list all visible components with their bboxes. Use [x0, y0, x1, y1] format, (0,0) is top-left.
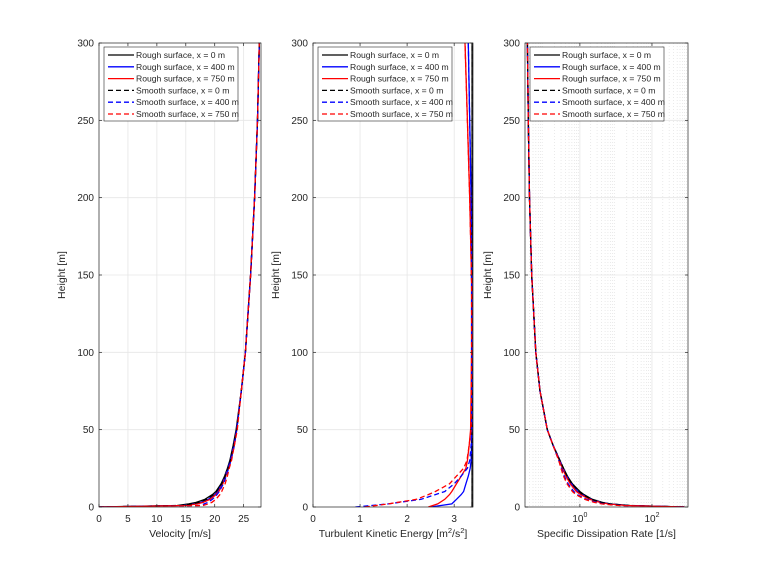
legend-label: Smooth surface, x = 0 m [350, 85, 443, 95]
y-tick-label: 300 [503, 39, 520, 50]
y-axis-label: Height [m] [482, 251, 494, 299]
legend-label: Smooth surface, x = 400 m [562, 97, 665, 107]
y-tick-label: 250 [77, 116, 94, 127]
x-axis-label-sup: 2 [448, 526, 452, 535]
y-tick-label: 300 [291, 39, 308, 50]
legend-label: Smooth surface, x = 750 m [136, 109, 239, 119]
x-tick-label: 0 [96, 514, 102, 525]
series-line-4 [99, 43, 260, 507]
y-tick-label: 150 [291, 271, 308, 282]
y-tick-label: 200 [503, 193, 520, 204]
y-tick-label: 100 [503, 348, 520, 359]
y-tick-label: 250 [291, 116, 308, 127]
subplot-3: 100 102 0 50 100 150 200 250 300 Specific Dissipa… [482, 39, 689, 540]
x-tick-label: 1 [357, 514, 363, 525]
y-tick-label: 150 [77, 271, 94, 282]
y-tick-label: 300 [77, 39, 94, 50]
legend-label: Smooth surface, x = 750 m [562, 109, 665, 119]
legend-label: Rough surface, x = 750 m [562, 74, 661, 84]
x-tick-label: 0 [310, 514, 316, 525]
y-tick-label: 50 [297, 425, 309, 436]
y-axis-label: Height [m] [56, 251, 68, 299]
legend-label: Smooth surface, x = 0 m [136, 85, 229, 95]
y-tick-label: 150 [503, 271, 520, 282]
y-tick-label: 200 [77, 193, 94, 204]
legend-label: Rough surface, x = 750 m [350, 74, 449, 84]
y-tick-label: 0 [88, 503, 94, 514]
x-tick-label: 102 [644, 512, 659, 525]
x-axis-label: Specific Dissipation Rate [1/s] [537, 528, 676, 540]
legend-box [317, 46, 453, 122]
legend: Rough surface, x = 0 m Rough surface, x =… [317, 46, 453, 122]
legend-label: Rough surface, x = 0 m [562, 50, 651, 60]
legend-label: Rough surface, x = 0 m [350, 50, 439, 60]
x-axis-label: Turbulent Kinetic Energy [m2/s2] [319, 526, 468, 540]
legend-label: Smooth surface, x = 750 m [350, 109, 453, 119]
y-tick-label: 200 [291, 193, 308, 204]
legend-label: Smooth surface, x = 400 m [136, 97, 239, 107]
y-tick-label: 0 [514, 503, 520, 514]
legend-box [103, 46, 239, 122]
x-axis-label: Velocity [m/s] [149, 528, 211, 540]
x-axis-label-sup: 2 [460, 526, 464, 535]
y-tick-label: 50 [83, 425, 95, 436]
x-tick-label: 20 [209, 514, 221, 525]
y-tick-label: 100 [77, 348, 94, 359]
legend: Rough surface, x = 0 m Rough surface, x =… [529, 46, 665, 122]
y-tick-label: 0 [302, 503, 308, 514]
legend-label: Rough surface, x = 400 m [562, 62, 661, 72]
series-line-6 [99, 43, 260, 507]
x-tick-label: 100 [572, 512, 587, 525]
x-tick-label: 10 [151, 514, 163, 525]
x-tick-label: 25 [238, 514, 250, 525]
legend-box [529, 46, 665, 122]
legend-label: Rough surface, x = 400 m [350, 62, 449, 72]
x-axis-label-part: ] [464, 528, 467, 540]
series-line-6 [526, 43, 685, 507]
y-axis-label: Height [m] [270, 251, 282, 299]
series-line-4 [526, 43, 685, 507]
y-tick-label: 100 [291, 348, 308, 359]
series-line-6 [364, 43, 473, 507]
legend-label: Smooth surface, x = 0 m [562, 85, 655, 95]
legend-label: Rough surface, x = 750 m [136, 74, 235, 84]
legend: Rough surface, x = 0 m Rough surface, x =… [103, 46, 239, 122]
legend-label: Rough surface, x = 400 m [136, 62, 235, 72]
x-tick-label: 15 [180, 514, 192, 525]
x-axis-label-part: /s [452, 528, 460, 540]
series-line-5 [355, 43, 473, 507]
x-tick-label: 5 [125, 514, 131, 525]
y-tick-label: 50 [509, 425, 521, 436]
x-tick-exponent: 2 [656, 512, 660, 519]
x-tick-label: 3 [451, 514, 457, 525]
x-tick-exponent: 0 [583, 512, 587, 519]
legend-label: Rough surface, x = 0 m [136, 50, 225, 60]
legend-label: Smooth surface, x = 400 m [350, 97, 453, 107]
x-tick-label: 2 [404, 514, 410, 525]
y-tick-label: 250 [503, 116, 520, 127]
